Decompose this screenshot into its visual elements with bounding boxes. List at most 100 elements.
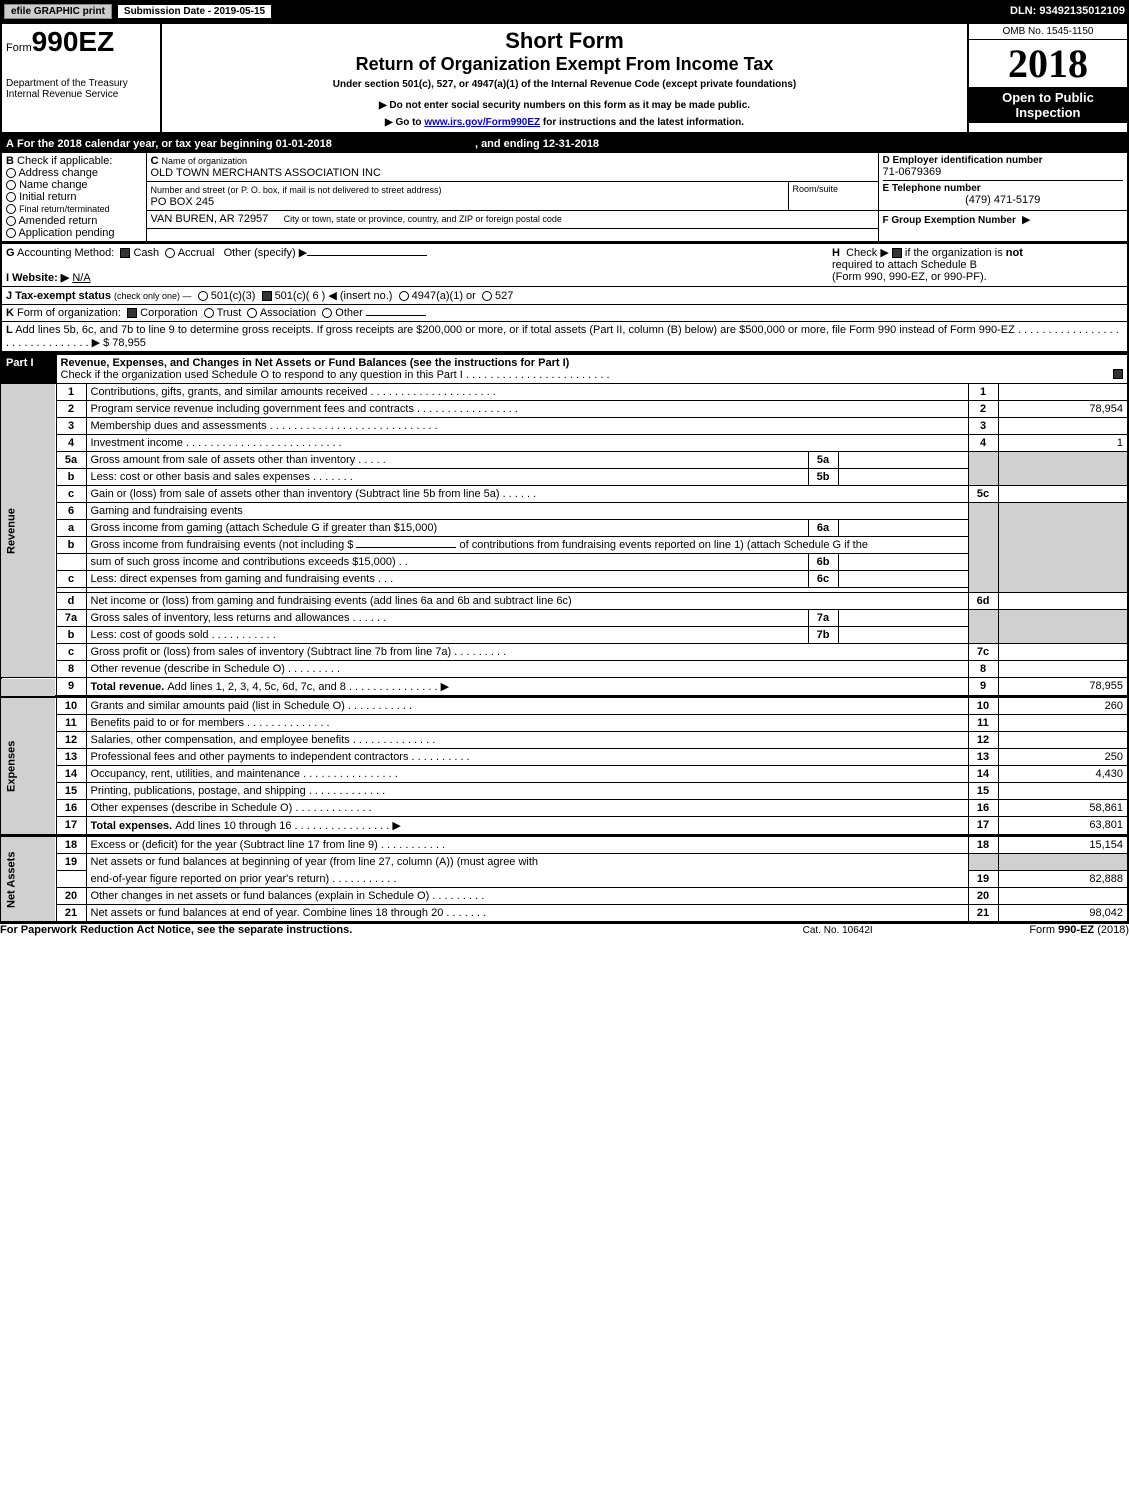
instr2-post: for instructions and the latest informat… [540,117,744,128]
t-21: Net assets or fund balances at end of ye… [86,905,968,923]
chk-amended-return[interactable] [6,216,16,226]
lbl-amended-return: Amended return [18,215,97,227]
a-2: 78,954 [998,401,1128,418]
a-20 [998,888,1128,905]
h-mid: if the organization is [902,247,1006,259]
efile-print-button[interactable]: efile GRAPHIC print [4,4,112,19]
lbl-accrual: Accrual [178,247,215,259]
chk-initial-return[interactable] [6,192,16,202]
chk-accrual[interactable] [165,248,175,258]
t-9-rest: Add lines 1, 2, 3, 4, 5c, 6d, 7c, and 8 … [167,681,449,693]
c-9: 9 [968,678,998,697]
c-4: 4 [968,435,998,452]
n-6b [56,554,86,571]
k-cell: K Form of organization: Corporation Trus… [1,305,1128,322]
addr-value: PO BOX 245 [151,196,215,208]
chk-501c3[interactable] [198,291,208,301]
chk-part1-scho[interactable] [1113,369,1123,379]
fundraising-amt-input[interactable] [356,547,456,548]
g-cell: G Accounting Method: Cash Accrual Other … [1,244,828,287]
chk-final-return[interactable] [6,204,16,214]
c-3: 3 [968,418,998,435]
s-5b: 5b [808,469,838,486]
chk-4947[interactable] [399,291,409,301]
c-18: 18 [968,836,998,854]
a-15 [998,783,1128,800]
n-6c: c [56,571,86,588]
other-method-input[interactable] [307,255,427,256]
h-not: not [1006,247,1023,259]
a-13: 250 [998,749,1128,766]
a-21: 98,042 [998,905,1128,923]
sa-6c [838,571,968,588]
sa-5a [838,452,968,469]
t-4: Investment income . . . . . . . . . . . … [86,435,968,452]
t-5b: Less: cost or other basis and sales expe… [86,469,808,486]
chk-corp[interactable] [127,308,137,318]
footer-right: Form 990-EZ (2018) [913,924,1129,936]
s-6b: 6b [808,554,838,571]
top-bar: efile GRAPHIC print Submission Date - 20… [0,0,1129,22]
f-arrow: ▶ [1022,214,1030,226]
chk-527[interactable] [482,291,492,301]
other-org-input[interactable] [366,315,426,316]
footer-table: For Paperwork Reduction Act Notice, see … [0,924,1129,936]
lbl-527: 527 [495,290,513,302]
b-checkboxes-cell: B Check if applicable: Address change Na… [1,153,146,243]
dept-treasury: Department of the Treasury [6,78,156,89]
lbl-corp: Corporation [140,307,197,319]
n-5b: b [56,469,86,486]
j-label: J Tax-exempt status [6,290,111,302]
n-6: 6 [56,503,86,520]
b-text: Check if applicable: [17,155,112,167]
chk-trust[interactable] [204,308,214,318]
open-public-box: Open to Public Inspection [969,87,1127,123]
n-19b [56,871,86,888]
a-14: 4,430 [998,766,1128,783]
lbl-4947: 4947(a)(1) or [412,290,476,302]
shade-6b [998,503,1128,593]
netassets-side-label: Net Assets [1,836,56,923]
a-16: 58,861 [998,800,1128,817]
lbl-name-change: Name change [19,179,88,191]
g-text: Accounting Method: [17,247,114,259]
c-2: 2 [968,401,998,418]
lbl-501c3: 501(c)(3) [211,290,256,302]
t-6: Gaming and fundraising events [86,503,968,520]
rev-bottom [1,678,56,697]
c-21: 21 [968,905,998,923]
c-12: 12 [968,732,998,749]
irs-link[interactable]: www.irs.gov/Form990EZ [424,117,540,128]
chk-501c[interactable] [262,291,272,301]
n-18: 18 [56,836,86,854]
form-number: 990EZ [32,26,115,57]
s-6c: 6c [808,571,838,588]
org-name: OLD TOWN MERCHANTS ASSOCIATION INC [151,167,381,179]
t-14: Occupancy, rent, utilities, and maintena… [86,766,968,783]
spacer-cell [146,228,878,242]
n-2: 2 [56,401,86,418]
chk-cash[interactable] [120,248,130,258]
chk-other-org[interactable] [322,308,332,318]
chk-name-change[interactable] [6,180,16,190]
instr2-pre: ▶ Go to [385,117,424,128]
n-7c: c [56,644,86,661]
j-cell: J Tax-exempt status (check only one) — 5… [1,287,1128,305]
omb-no: OMB No. 1545-1150 [969,24,1127,40]
chk-address-change[interactable] [6,168,16,178]
lbl-assoc: Association [260,307,316,319]
a-3 [998,418,1128,435]
footer-left: For Paperwork Reduction Act Notice, see … [0,924,762,936]
open-public-line2: Inspection [972,105,1124,120]
g-label: G [6,247,15,259]
k-text: Form of organization: [17,307,121,319]
c-10: 10 [968,697,998,715]
shade-6 [968,503,998,593]
chk-assoc[interactable] [247,308,257,318]
chk-application-pending[interactable] [6,228,16,238]
chk-h[interactable] [892,248,902,258]
t-9-bold: Total revenue. [91,681,168,693]
footer-right-bold: 990-EZ [1058,924,1094,936]
lbl-cash: Cash [133,247,159,259]
t-18: Excess or (deficit) for the year (Subtra… [86,836,968,854]
